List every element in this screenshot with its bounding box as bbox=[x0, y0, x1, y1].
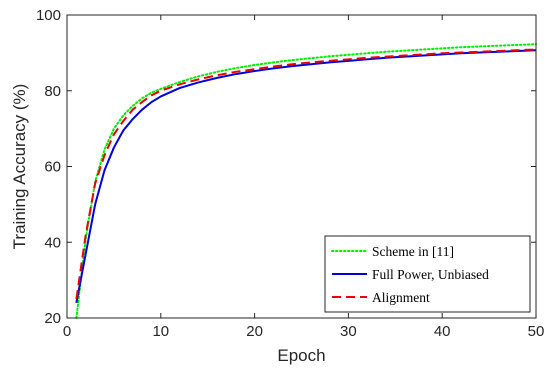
series-line-2 bbox=[75, 49, 537, 304]
series-line-3 bbox=[75, 48, 537, 300]
axes bbox=[66, 14, 537, 319]
legend-label-2: Full Power, Unbiased bbox=[372, 267, 489, 282]
y-tick-label: 60 bbox=[44, 159, 61, 176]
x-tick-label: 40 bbox=[434, 323, 451, 340]
x-tick-label: 10 bbox=[152, 323, 169, 340]
series-line-1 bbox=[75, 43, 537, 319]
x-axis-title: Epoch bbox=[277, 346, 325, 365]
x-tick-label: 0 bbox=[63, 323, 71, 340]
legend-label-3: Alignment bbox=[372, 290, 430, 305]
legend-label-1: Scheme in [11] bbox=[372, 244, 454, 259]
legend: Scheme in [11] Full Power, Unbiased Alignm… bbox=[324, 235, 531, 313]
x-tick-label: 50 bbox=[528, 323, 545, 340]
y-tick-label: 20 bbox=[44, 310, 61, 327]
tick-labels: 0 10 20 30 40 50 20 40 60 80 100 bbox=[36, 7, 544, 340]
y-axis-title: Training Accuracy (%) bbox=[10, 84, 29, 250]
y-tick-label: 40 bbox=[44, 234, 61, 251]
series-layer bbox=[75, 43, 537, 319]
y-tick-label: 100 bbox=[36, 7, 61, 24]
y-tick-label: 80 bbox=[44, 83, 61, 100]
x-tick-label: 30 bbox=[340, 323, 357, 340]
x-tick-label: 20 bbox=[246, 323, 263, 340]
